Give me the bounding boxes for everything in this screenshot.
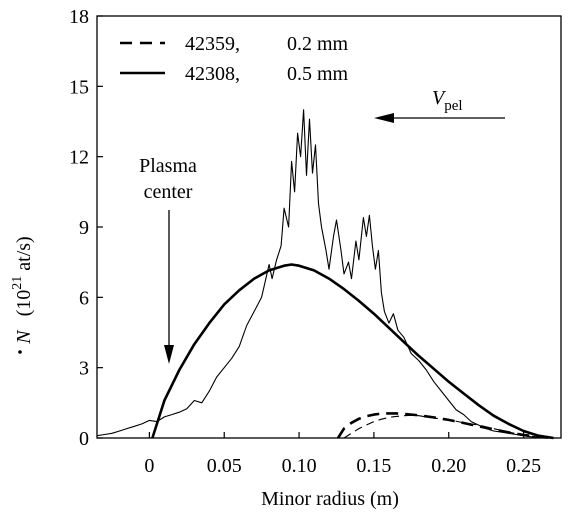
legend-shot-0: 42359, [185, 33, 240, 55]
x-tick-label: 0.20 [431, 455, 466, 477]
series-42308-model [151, 263, 554, 440]
x-tick-label: 0 [144, 455, 154, 477]
legend-size-0: 0.2 mm [287, 33, 349, 55]
x-tick-label: 0.10 [282, 455, 317, 477]
series-layer [96, 109, 554, 440]
y-tick-label: 9 [79, 217, 89, 239]
y-axis-unit-prefix: (10 [13, 290, 35, 317]
legend-shot-1: 42308, [185, 63, 240, 85]
velocity-subscript: pel [444, 98, 462, 114]
series-42359-measured [343, 414, 554, 439]
velocity-arrowhead [374, 113, 394, 123]
plasma-center-annotation: Plasma center [139, 155, 197, 364]
y-tick-label: 6 [79, 287, 89, 309]
x-tick-label: 0.25 [506, 455, 541, 477]
y-tick-label: 3 [79, 358, 89, 380]
series-42308-measured [96, 109, 554, 439]
y-tick-label: 12 [69, 147, 89, 169]
legend-size-1: 0.5 mm [287, 63, 349, 85]
plasma-center-line1: Plasma [139, 155, 197, 177]
plasma-center-line2: center [144, 181, 193, 203]
y-tick-label: 18 [69, 6, 89, 28]
legend: 42359, 0.2 mm 42308, 0.5 mm [120, 33, 349, 85]
x-tick-label: 0.15 [356, 455, 391, 477]
x-tick-label: 0.05 [207, 455, 242, 477]
velocity-annotation: Vpel [374, 87, 505, 123]
y-tick-label: 0 [79, 428, 89, 450]
y-axis-unit-suffix: at/s) [13, 236, 35, 275]
y-axis-dot [18, 350, 22, 354]
y-axis-label: N (1021 at/s) [10, 236, 35, 354]
plasma-center-arrowhead [164, 345, 174, 364]
axis-ticks: 0 0.05 0.10 0.15 0.20 0.25 0 3 6 9 12 15 18 [69, 6, 541, 477]
y-tick-label: 15 [69, 76, 89, 98]
velocity-label: Vpel [432, 87, 463, 114]
y-axis-unit-exp: 21 [10, 276, 25, 290]
x-axis-label: Minor radius (m) [261, 488, 399, 510]
velocity-symbol: V [432, 87, 447, 109]
y-axis-symbol: N [13, 329, 35, 345]
svg-text:N(1021 at/s): N (1021 at/s) [10, 236, 35, 344]
series-42359-model [336, 412, 554, 440]
